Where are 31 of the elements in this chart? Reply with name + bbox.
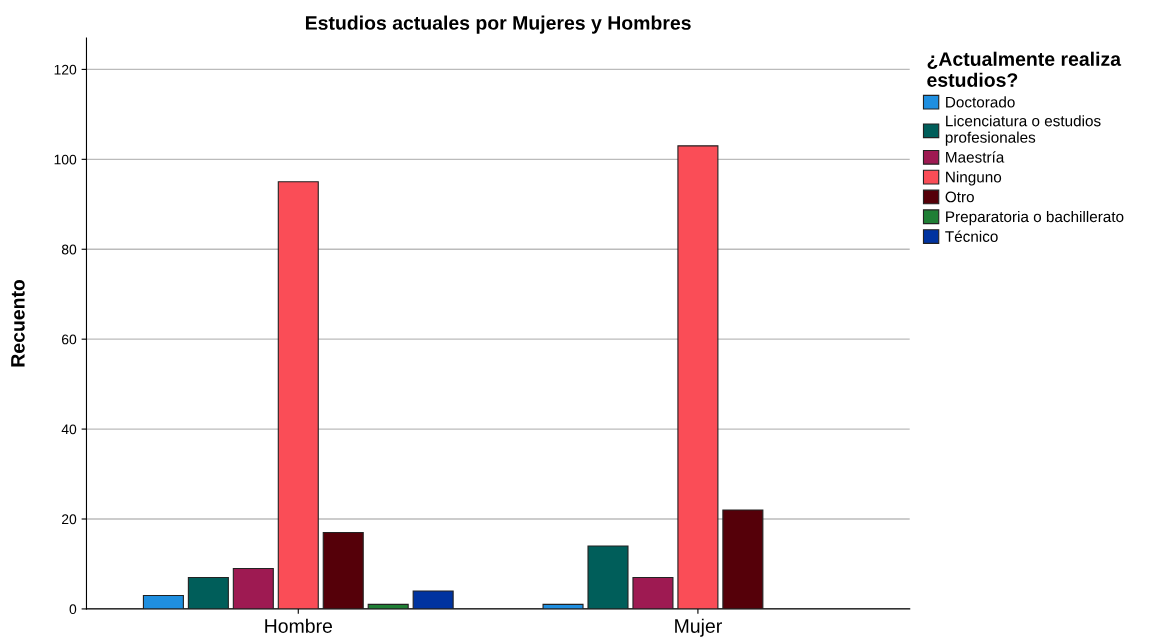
bar bbox=[542, 603, 584, 609]
chart-title: Estudios actuales por Mujeres y Hombres bbox=[305, 15, 691, 34]
y-tick-label: 80 bbox=[61, 244, 77, 255]
bar bbox=[322, 531, 364, 609]
legend-title: ¿Actualmente realiza estudios? bbox=[927, 51, 1122, 87]
y-tick-label: 40 bbox=[61, 424, 77, 435]
x-tick-label: Hombre bbox=[265, 618, 332, 633]
bar bbox=[232, 567, 274, 609]
y-tick-label: 100 bbox=[54, 154, 77, 165]
legend-label: Preparatoria o bachillerato bbox=[946, 210, 1124, 226]
x-tick-label: Mujer bbox=[675, 618, 722, 637]
y-tick-label: 120 bbox=[54, 64, 77, 75]
legend-label: Licenciatura o estudios profesionales bbox=[945, 115, 1101, 146]
bar bbox=[367, 603, 409, 609]
bar bbox=[722, 509, 764, 609]
bar bbox=[412, 590, 454, 609]
legend-label: Doctorado bbox=[946, 96, 1015, 108]
legend-label: Técnico bbox=[945, 230, 998, 242]
legend-label: Ninguno bbox=[946, 171, 1002, 186]
bar bbox=[677, 145, 719, 609]
bar bbox=[187, 576, 229, 609]
legend-label: Maestría bbox=[946, 151, 1005, 163]
y-axis-title: Recuento bbox=[11, 279, 25, 367]
bar bbox=[142, 594, 184, 609]
y-tick-label: 60 bbox=[62, 334, 77, 345]
bar bbox=[277, 181, 319, 609]
bar bbox=[632, 576, 674, 609]
y-tick-label: 0 bbox=[69, 604, 77, 615]
legend-label: Otro bbox=[945, 191, 974, 203]
y-tick-label: 20 bbox=[62, 514, 77, 525]
bar bbox=[587, 545, 629, 609]
